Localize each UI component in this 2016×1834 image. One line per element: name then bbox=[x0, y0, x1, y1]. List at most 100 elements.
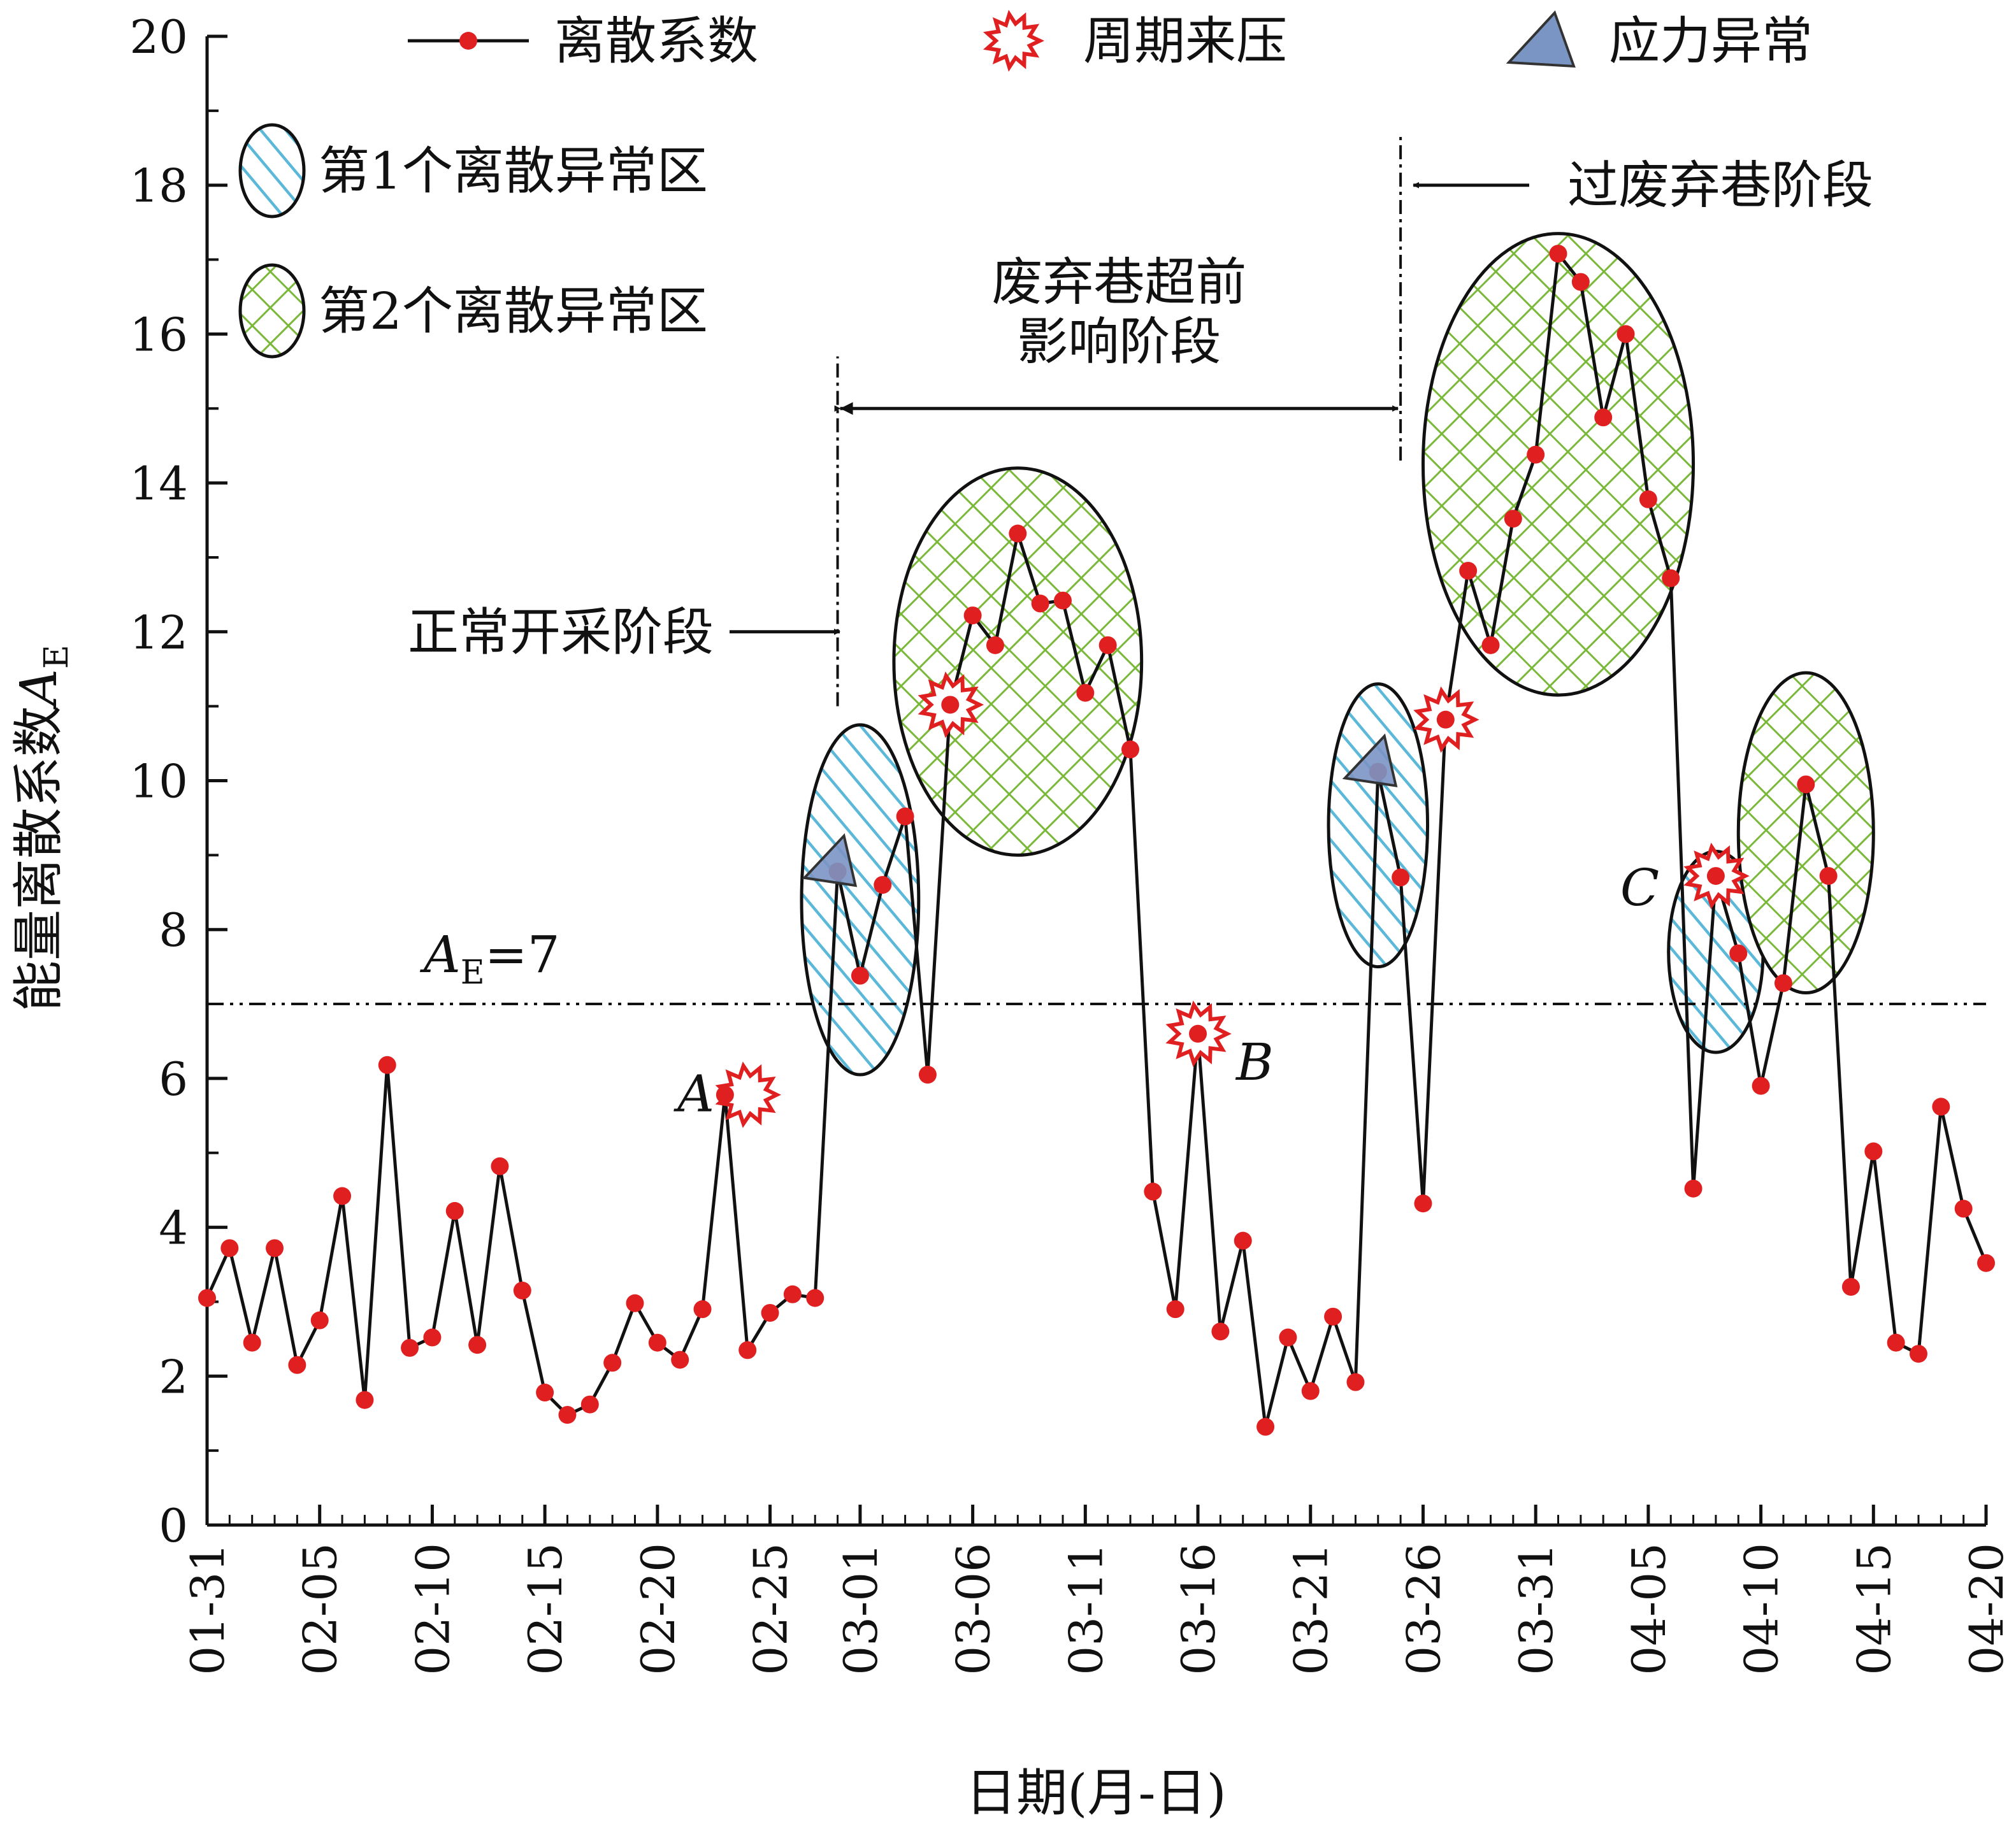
x-tick-label: 04-20 bbox=[1960, 1543, 2013, 1675]
data-point bbox=[1504, 510, 1522, 528]
data-point bbox=[761, 1303, 779, 1322]
data-point bbox=[1932, 1098, 1950, 1116]
data-point bbox=[580, 1395, 599, 1414]
data-point bbox=[423, 1328, 442, 1347]
data-point bbox=[266, 1239, 284, 1257]
legend-label-stress-anomaly: 应力异常 bbox=[1609, 11, 1813, 71]
data-point bbox=[648, 1333, 666, 1352]
zone-type2-1 bbox=[892, 466, 1144, 857]
point-label-c: C bbox=[1620, 858, 1659, 917]
data-point bbox=[401, 1338, 419, 1357]
annotation-passing-stage: 过废弃巷阶段 bbox=[1567, 156, 1873, 215]
data-point bbox=[1121, 740, 1140, 759]
y-tick-label: 0 bbox=[159, 1499, 188, 1552]
data-point bbox=[1234, 1231, 1252, 1250]
y-tick-label: 16 bbox=[129, 308, 188, 361]
x-tick-label: 02-20 bbox=[631, 1543, 685, 1675]
data-point bbox=[1729, 944, 1748, 963]
legend-swatch-triangle bbox=[1506, 10, 1576, 68]
data-point bbox=[513, 1281, 531, 1300]
y-axis-title-group: 能量离散系数AE bbox=[9, 645, 76, 1012]
data-point bbox=[963, 606, 982, 625]
data-point bbox=[1279, 1328, 1297, 1347]
legend-label-dispersion: 离散系数 bbox=[554, 11, 758, 71]
data-point bbox=[1571, 273, 1590, 291]
data-point bbox=[693, 1300, 712, 1319]
data-point bbox=[1616, 325, 1635, 343]
annotation-advance-stage-line2: 影响阶段 bbox=[1017, 312, 1221, 371]
data-point bbox=[1684, 1179, 1703, 1198]
data-point bbox=[1053, 591, 1072, 610]
y-tick-label: 8 bbox=[159, 903, 188, 957]
data-point bbox=[310, 1311, 329, 1329]
y-axis-title-subscript: E bbox=[38, 645, 76, 669]
threshold-label-subscript: E bbox=[461, 954, 485, 992]
data-point bbox=[1324, 1307, 1343, 1326]
data-point bbox=[1211, 1322, 1230, 1341]
data-point bbox=[1459, 561, 1478, 580]
x-tick-label: 04-05 bbox=[1622, 1543, 1676, 1675]
data-point bbox=[738, 1341, 757, 1359]
x-tick-label: 03-31 bbox=[1509, 1543, 1563, 1675]
data-point bbox=[220, 1239, 239, 1257]
data-point bbox=[558, 1406, 577, 1424]
stress-anomaly-marker bbox=[802, 833, 858, 887]
data-point bbox=[356, 1391, 374, 1409]
threshold-label-symbol: A bbox=[419, 925, 461, 984]
y-tick-label: 20 bbox=[129, 10, 188, 64]
axes: 0 2 4 6 8 10 12 14 16 18 20 01-31 02-05 02-10 02-15 02-… bbox=[129, 10, 2013, 1675]
data-point bbox=[1098, 636, 1117, 654]
legend-swatch-burst bbox=[983, 10, 1045, 72]
data-point bbox=[536, 1384, 554, 1402]
zone-type1-1 bbox=[800, 723, 921, 1077]
point-label-a: A bbox=[673, 1064, 714, 1124]
data-point bbox=[445, 1201, 464, 1220]
data-point bbox=[1954, 1200, 1973, 1218]
data-point bbox=[1031, 594, 1049, 613]
x-axis-title: 日期(月-日) bbox=[965, 1763, 1226, 1823]
data-point bbox=[1392, 868, 1410, 887]
x-tick-label: 01-31 bbox=[181, 1543, 234, 1675]
data-point bbox=[1774, 974, 1792, 992]
series-layer bbox=[198, 245, 1995, 1436]
data-point bbox=[1166, 1300, 1184, 1319]
x-tick-label: 04-10 bbox=[1735, 1543, 1789, 1675]
data-point bbox=[603, 1354, 622, 1372]
y-tick-label: 6 bbox=[159, 1052, 188, 1106]
svg-text:能量离散系数AE: 能量离散系数AE bbox=[9, 645, 76, 1012]
data-point bbox=[1144, 1182, 1162, 1201]
data-point bbox=[1594, 408, 1613, 427]
legend-label-zone2: 第2个离散异常区 bbox=[319, 282, 708, 341]
data-point bbox=[1256, 1417, 1275, 1436]
data-point bbox=[1189, 1024, 1207, 1043]
data-point bbox=[851, 966, 869, 985]
x-tick-label: 02-05 bbox=[294, 1543, 347, 1675]
legend-swatch-dot bbox=[459, 32, 477, 50]
data-point bbox=[1977, 1254, 1995, 1272]
data-point bbox=[1009, 524, 1027, 543]
data-point bbox=[783, 1285, 802, 1303]
data-point bbox=[941, 696, 960, 714]
data-point bbox=[491, 1157, 509, 1175]
data-point bbox=[874, 876, 892, 894]
data-point bbox=[288, 1356, 306, 1374]
x-tick-label: 03-26 bbox=[1397, 1543, 1450, 1675]
data-point bbox=[1549, 245, 1567, 263]
data-point bbox=[1841, 1278, 1860, 1296]
y-tick-label: 14 bbox=[129, 457, 188, 510]
data-point bbox=[986, 636, 1004, 654]
point-label-b: B bbox=[1235, 1033, 1274, 1092]
data-point bbox=[1662, 569, 1680, 587]
data-point bbox=[1414, 1194, 1432, 1213]
data-point bbox=[1346, 1373, 1365, 1391]
legend-swatch-zone2 bbox=[238, 263, 306, 359]
data-point bbox=[1076, 684, 1095, 702]
data-point bbox=[333, 1187, 352, 1205]
y-tick-label: 18 bbox=[129, 159, 188, 213]
annotation-normal-stage: 正常开采阶段 bbox=[408, 603, 714, 662]
data-point bbox=[1481, 636, 1500, 654]
y-axis-title: 能量离散系数 bbox=[9, 706, 68, 1012]
data-point bbox=[1864, 1142, 1883, 1161]
